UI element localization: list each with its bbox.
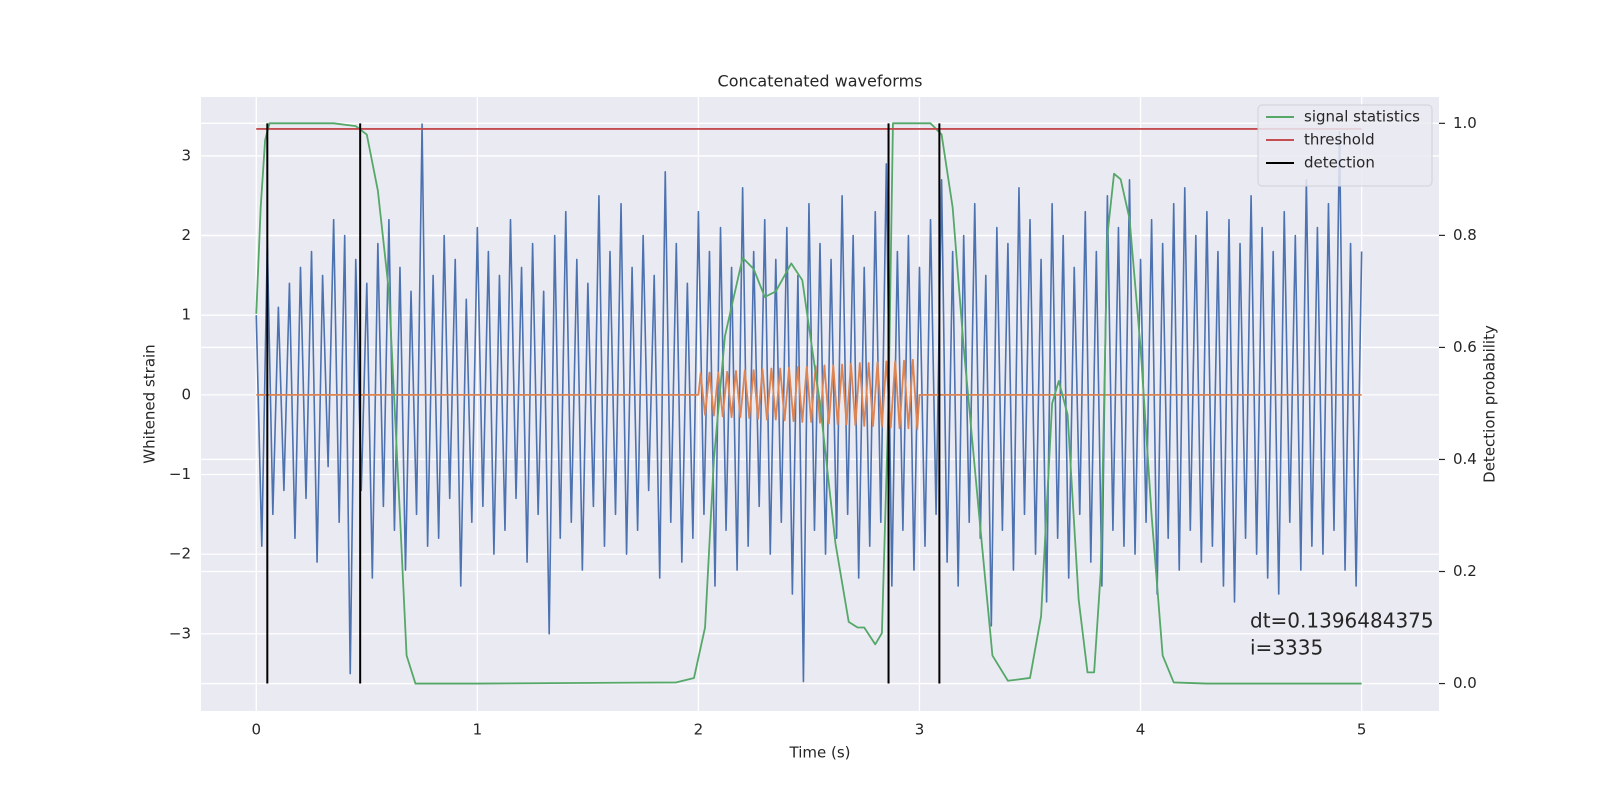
chart-title: Concatenated waveforms: [718, 72, 923, 91]
y2-tick-label: 1.0: [1453, 114, 1477, 132]
series-line: [255, 123, 1363, 683]
legend: signal statistics threshold detection: [1257, 104, 1433, 187]
y2-tick-label: 0.6: [1453, 338, 1477, 356]
x-axis-label: Time (s): [789, 744, 851, 762]
y-tick-label: 0: [181, 385, 191, 403]
y2-axis-label: Detection probability: [1481, 325, 1499, 483]
y-tick-label: −2: [169, 545, 191, 563]
annotation: dt=0.1396484375: [1250, 609, 1434, 633]
y-tick-label: −3: [169, 624, 191, 642]
legend-label: signal statistics: [1304, 108, 1420, 126]
legend-box: [1257, 104, 1433, 187]
y-tick-label: 2: [181, 226, 191, 244]
x-tick-label: 5: [1357, 721, 1367, 739]
y-axis-label: Whitened strain: [141, 344, 159, 463]
y-tick-label: 1: [181, 306, 191, 324]
x-tick-label: 3: [915, 721, 925, 739]
y2-tick-label: 0.0: [1453, 674, 1477, 692]
x-tick-label: 2: [694, 721, 704, 739]
series-line: [255, 122, 1362, 685]
x-tick-label: 4: [1136, 721, 1146, 739]
x-tick-label: 0: [251, 721, 261, 739]
x-tick-label: 1: [473, 721, 483, 739]
y-tick-label: −1: [169, 465, 191, 483]
annotation: i=3335: [1250, 636, 1323, 660]
series-line: [256, 358, 1362, 430]
y2-tick-label: 0.4: [1453, 450, 1477, 468]
y2-tick-label: 0.8: [1453, 226, 1477, 244]
y2-tick-label: 0.2: [1453, 562, 1477, 580]
y-tick-label: 3: [181, 146, 191, 164]
legend-label: threshold: [1304, 131, 1375, 149]
legend-label: detection: [1304, 154, 1375, 172]
